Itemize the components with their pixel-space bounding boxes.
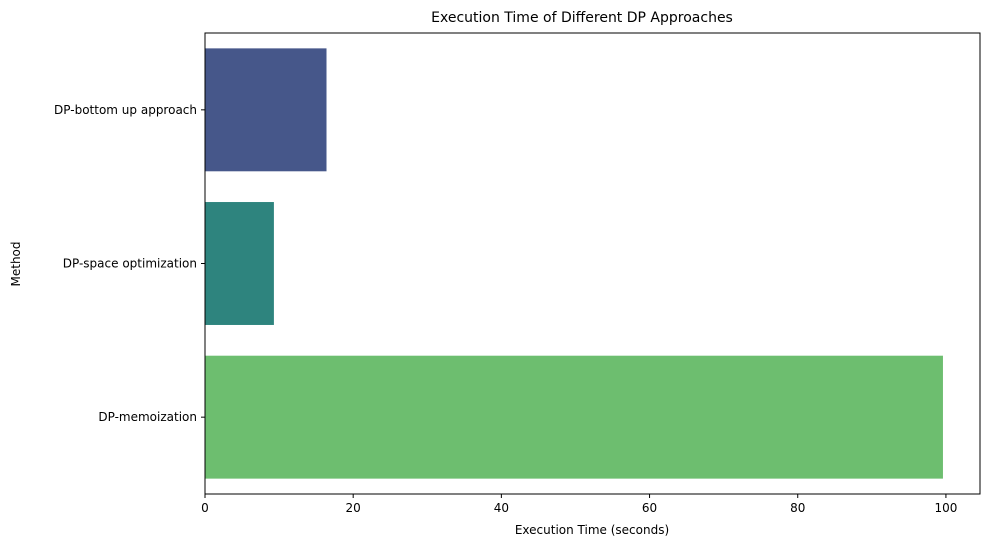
y-tick-label: DP-memoization bbox=[98, 410, 197, 424]
bars-group bbox=[205, 48, 943, 479]
x-axis-label: Execution Time (seconds) bbox=[515, 523, 669, 537]
x-axis-ticks: 0 20 40 60 80 100 bbox=[201, 494, 957, 515]
y-axis-label: Method bbox=[9, 241, 23, 286]
x-tick-label: 40 bbox=[494, 501, 509, 515]
bar bbox=[205, 202, 274, 325]
y-tick-label: DP-bottom up approach bbox=[54, 103, 197, 117]
y-axis-ticks: DP-bottom up approach DP-space optimizati… bbox=[54, 103, 205, 424]
x-tick-label: 20 bbox=[346, 501, 361, 515]
x-tick-label: 0 bbox=[201, 501, 209, 515]
x-tick-label: 100 bbox=[934, 501, 957, 515]
y-tick-label: DP-space optimization bbox=[63, 257, 197, 271]
x-tick-label: 80 bbox=[790, 501, 805, 515]
bar bbox=[205, 355, 943, 479]
bar bbox=[205, 48, 327, 172]
chart-title: Execution Time of Different DP Approache… bbox=[431, 10, 733, 26]
x-tick-label: 60 bbox=[642, 501, 657, 515]
